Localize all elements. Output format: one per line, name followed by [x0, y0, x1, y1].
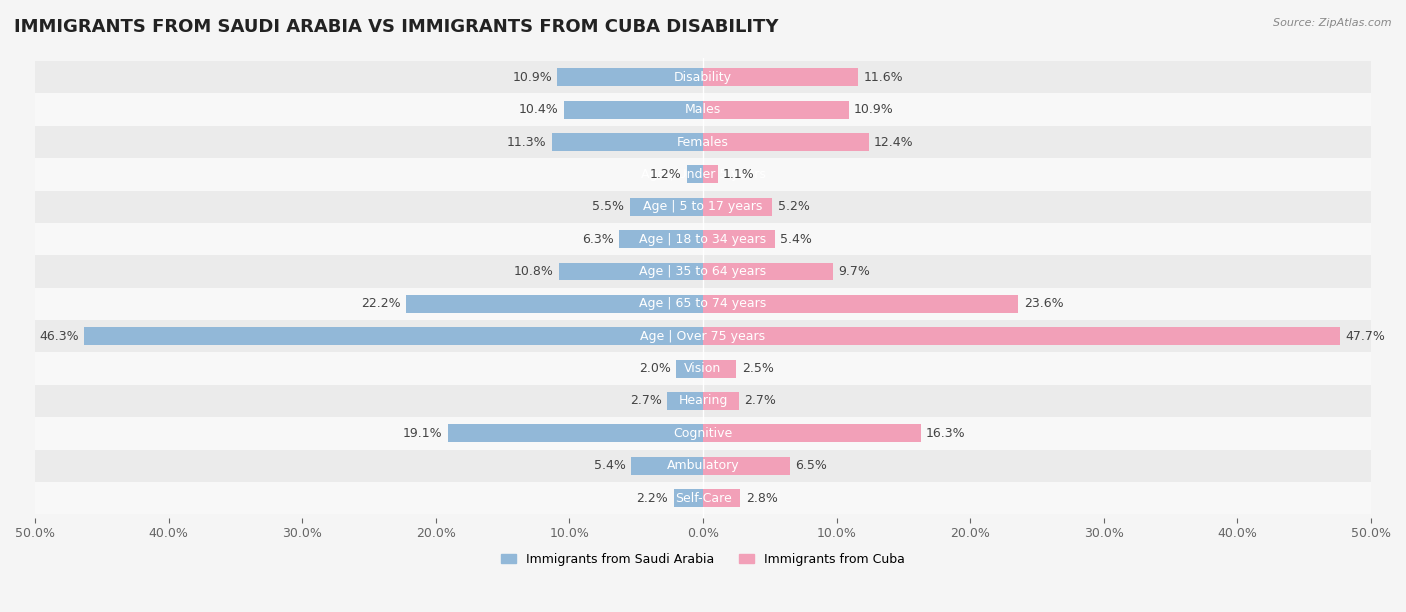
Bar [35, 320, 1371, 353]
Text: Hearing: Hearing [678, 395, 728, 408]
Text: Age | Over 75 years: Age | Over 75 years [641, 330, 765, 343]
Text: Cognitive: Cognitive [673, 427, 733, 440]
Bar [619, 230, 703, 248]
Text: 2.2%: 2.2% [637, 491, 668, 504]
Text: 10.4%: 10.4% [519, 103, 558, 116]
Bar [35, 158, 1371, 190]
Bar [631, 457, 703, 475]
Bar [703, 263, 832, 280]
Bar [406, 295, 703, 313]
Text: Age | Under 5 years: Age | Under 5 years [641, 168, 765, 181]
Bar [703, 327, 1340, 345]
Bar [35, 482, 1371, 514]
Text: Source: ZipAtlas.com: Source: ZipAtlas.com [1274, 18, 1392, 28]
Text: Males: Males [685, 103, 721, 116]
Bar [703, 457, 790, 475]
Bar [558, 263, 703, 280]
Bar [676, 360, 703, 378]
Bar [630, 198, 703, 215]
Text: 2.8%: 2.8% [745, 491, 778, 504]
Bar [35, 190, 1371, 223]
Text: 6.3%: 6.3% [582, 233, 613, 245]
Text: Age | 65 to 74 years: Age | 65 to 74 years [640, 297, 766, 310]
Text: 46.3%: 46.3% [39, 330, 79, 343]
Bar [564, 101, 703, 119]
Text: 1.2%: 1.2% [650, 168, 682, 181]
Bar [703, 360, 737, 378]
Text: 5.4%: 5.4% [593, 459, 626, 472]
Bar [703, 198, 772, 215]
Text: 19.1%: 19.1% [404, 427, 443, 440]
Bar [703, 425, 921, 442]
Text: 10.9%: 10.9% [853, 103, 894, 116]
Text: Self-Care: Self-Care [675, 491, 731, 504]
Bar [673, 489, 703, 507]
Text: IMMIGRANTS FROM SAUDI ARABIA VS IMMIGRANTS FROM CUBA DISABILITY: IMMIGRANTS FROM SAUDI ARABIA VS IMMIGRAN… [14, 18, 779, 36]
Text: 2.7%: 2.7% [744, 395, 776, 408]
Bar [35, 288, 1371, 320]
Text: 47.7%: 47.7% [1346, 330, 1385, 343]
Bar [557, 69, 703, 86]
Bar [703, 295, 1018, 313]
Text: Age | 18 to 34 years: Age | 18 to 34 years [640, 233, 766, 245]
Bar [35, 417, 1371, 450]
Bar [703, 165, 717, 183]
Text: Vision: Vision [685, 362, 721, 375]
Bar [35, 353, 1371, 385]
Bar [35, 450, 1371, 482]
Text: 2.0%: 2.0% [640, 362, 671, 375]
Text: 11.6%: 11.6% [863, 71, 903, 84]
Text: Females: Females [678, 135, 728, 149]
Bar [553, 133, 703, 151]
Bar [703, 489, 741, 507]
Text: Age | 5 to 17 years: Age | 5 to 17 years [644, 200, 762, 213]
Text: 5.4%: 5.4% [780, 233, 813, 245]
Text: 10.9%: 10.9% [512, 71, 553, 84]
Bar [35, 385, 1371, 417]
Bar [688, 165, 703, 183]
Text: 1.1%: 1.1% [723, 168, 755, 181]
Bar [703, 230, 775, 248]
Text: 10.8%: 10.8% [513, 265, 554, 278]
Bar [703, 133, 869, 151]
Text: Disability: Disability [673, 71, 733, 84]
Bar [666, 392, 703, 410]
Bar [35, 94, 1371, 126]
Text: 12.4%: 12.4% [875, 135, 914, 149]
Text: 22.2%: 22.2% [361, 297, 401, 310]
Bar [703, 392, 740, 410]
Bar [35, 126, 1371, 158]
Text: 11.3%: 11.3% [508, 135, 547, 149]
Text: 16.3%: 16.3% [927, 427, 966, 440]
Text: 2.5%: 2.5% [742, 362, 773, 375]
Text: 23.6%: 23.6% [1024, 297, 1063, 310]
Bar [703, 69, 858, 86]
Bar [703, 101, 849, 119]
Text: Ambulatory: Ambulatory [666, 459, 740, 472]
Bar [449, 425, 703, 442]
Text: 6.5%: 6.5% [796, 459, 827, 472]
Text: 5.2%: 5.2% [778, 200, 810, 213]
Bar [35, 255, 1371, 288]
Bar [84, 327, 703, 345]
Text: 2.7%: 2.7% [630, 395, 662, 408]
Text: Age | 35 to 64 years: Age | 35 to 64 years [640, 265, 766, 278]
Text: 9.7%: 9.7% [838, 265, 870, 278]
Text: 5.5%: 5.5% [592, 200, 624, 213]
Legend: Immigrants from Saudi Arabia, Immigrants from Cuba: Immigrants from Saudi Arabia, Immigrants… [496, 548, 910, 571]
Bar [35, 223, 1371, 255]
Bar [35, 61, 1371, 94]
